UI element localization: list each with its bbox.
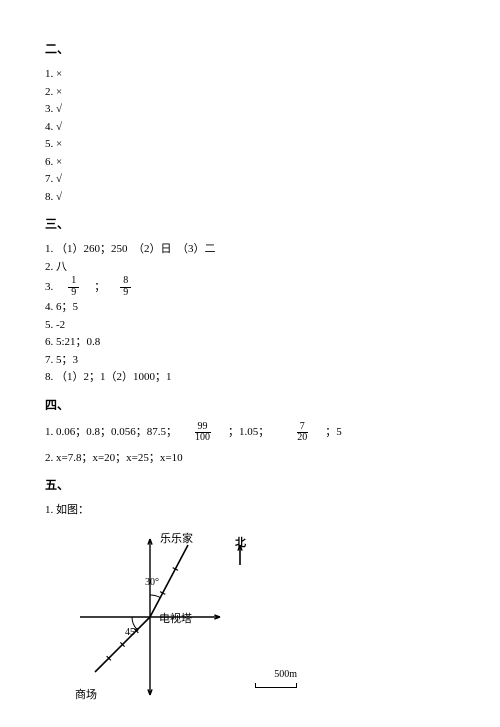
s3-3-f2-num: 8 — [120, 276, 131, 288]
s2-item-1: 1. × — [45, 66, 455, 83]
label-north: 北 — [235, 535, 246, 552]
s4-line-1: 1. 0.06；0.8；0.056；87.5； 99 100 ；1.05； 7 … — [45, 422, 455, 444]
s2-item-8: 8. √ — [45, 189, 455, 206]
s2-item-2: 2. × — [45, 84, 455, 101]
s3-line-7: 7. 5；3 — [45, 352, 455, 369]
s3-line-6: 6. 5:21；0.8 — [45, 334, 455, 351]
s4-1-f1-den: 100 — [192, 433, 213, 444]
s3-line-1: 1. （1）260；250 （2）日 （3）二 — [45, 241, 455, 258]
s3-line-3: 3. 1 9 ； 8 9 — [45, 276, 455, 298]
s2-item-5: 5. × — [45, 136, 455, 153]
s3-line-5: 5. -2 — [45, 317, 455, 334]
s4-1-f2-den: 20 — [294, 433, 310, 444]
section-5-title: 五、 — [45, 476, 455, 494]
s2-item-3: 3. √ — [45, 101, 455, 118]
label-mall: 商场 — [75, 687, 97, 704]
s4-1-part2: ；1.05； — [228, 424, 269, 441]
section-4-title: 四、 — [45, 396, 455, 414]
scale-bar-line — [255, 683, 297, 688]
label-tower: 电视塔 — [159, 611, 192, 628]
label-45: 45° — [125, 625, 139, 640]
s3-line-2: 2. 八 — [45, 259, 455, 276]
s3-3-frac-2: 8 9 — [120, 276, 131, 298]
s3-line-8: 8. （1）2；1（2）1000；1 — [45, 369, 455, 386]
s3-3-prefix: 3. — [45, 279, 53, 296]
label-30: 30° — [145, 575, 159, 590]
scale-label: 500m — [274, 667, 297, 682]
s3-3-mid: ； — [94, 279, 105, 296]
section-3-title: 三、 — [45, 215, 455, 233]
s3-3-f2-den: 9 — [120, 288, 131, 299]
s3-3-f1-den: 9 — [68, 288, 79, 299]
s3-line-4: 4. 6；5 — [45, 299, 455, 316]
s4-1-part1: 1. 0.06；0.8；0.056；87.5； — [45, 424, 177, 441]
label-lele: 乐乐家 — [160, 531, 193, 548]
s3-3-frac-1: 1 9 — [68, 276, 79, 298]
s2-item-4: 4. √ — [45, 119, 455, 136]
s4-1-frac-1: 99 100 — [192, 422, 213, 444]
s4-1-part3: ；5 — [325, 424, 342, 441]
s5-line-1: 1. 如图： — [45, 502, 455, 519]
s2-item-7: 7. √ — [45, 171, 455, 188]
direction-diagram: 乐乐家 北 电视塔 商场 30° 45° 500m — [55, 527, 335, 707]
s3-3-f1-num: 1 — [68, 276, 79, 288]
s2-item-6: 6. × — [45, 154, 455, 171]
s4-1-frac-2: 7 20 — [294, 422, 310, 444]
s4-line-2: 2. x=7.8；x=20；x=25；x=10 — [45, 450, 455, 467]
scale-bar: 500m — [255, 667, 297, 688]
section-2-title: 二、 — [45, 40, 455, 58]
